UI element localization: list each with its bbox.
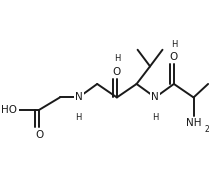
Text: O: O xyxy=(35,130,43,140)
Text: H: H xyxy=(171,40,177,49)
Text: H: H xyxy=(152,113,158,122)
Text: N: N xyxy=(75,92,82,103)
Text: N: N xyxy=(151,92,159,103)
Text: O: O xyxy=(170,52,178,62)
Text: 2: 2 xyxy=(205,125,210,134)
Text: H: H xyxy=(114,54,120,63)
Text: NH: NH xyxy=(186,118,201,128)
Text: HO: HO xyxy=(1,105,17,115)
Text: H: H xyxy=(75,113,82,122)
Text: O: O xyxy=(113,67,121,77)
